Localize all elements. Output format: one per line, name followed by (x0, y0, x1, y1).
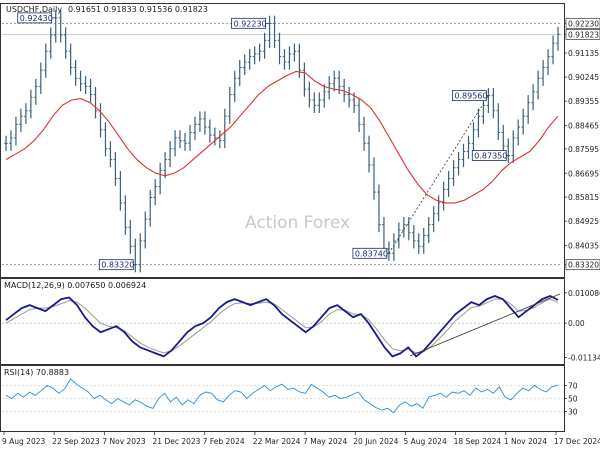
price-tick-label: 0.86695 (568, 169, 599, 178)
price-tick-label: 0.89355 (568, 97, 599, 106)
rsi-tick-label: 50 (568, 395, 578, 404)
annotation-label: 0.87350 (474, 152, 507, 161)
watermark: Action Forex (245, 213, 350, 233)
x-tick-label: 17 Dec 2024 (554, 437, 600, 446)
x-tick-label: 1 Nov 2024 (504, 437, 547, 446)
price-tick-highlight (565, 17, 600, 29)
price-tick-label: 0.91823 (568, 30, 599, 39)
price-tick-label: 0.85815 (568, 193, 599, 202)
annotation-label: 0.89560 (454, 92, 487, 101)
macd-tick-label: -0.011342 (568, 353, 600, 362)
rsi-series: 70 50 30 (2, 378, 578, 417)
price-tick-highlight (565, 259, 600, 271)
macd-tick-label: 0.010086 (568, 289, 600, 298)
rsi-tick-label: 70 (568, 382, 578, 391)
x-tick-label: 18 Sep 2024 (454, 437, 502, 446)
price-tick-label: 0.92230 (568, 19, 599, 28)
x-axis: 9 Aug 2023 22 Sep 2023 7 Nov 2023 21 Dec 20… (2, 432, 600, 446)
x-tick-label: 7 Nov 2023 (102, 437, 145, 446)
annotation-label: 0.83740 (355, 249, 388, 258)
price-panel-frame (0, 3, 565, 278)
x-tick-label: 21 Dec 2023 (153, 437, 201, 446)
annotation-label: 0.92430 (20, 14, 53, 23)
price-tick-label: 0.88465 (568, 121, 599, 130)
price-header-symbol: USDCHF,Daily (6, 5, 62, 14)
trend-line-dotted (388, 95, 489, 254)
price-series: 0.92430 0.92230 0.83320 0.83740 0.89560 0.873… (2, 10, 562, 273)
macd-tick-label: 0.00 (568, 319, 585, 328)
macd-line (5, 295, 559, 358)
price-tick-label: 0.91135 (568, 49, 599, 58)
rsi-tick-label: 30 (568, 408, 578, 417)
x-tick-label: 22 Sep 2023 (52, 437, 100, 446)
price-header-ohlc: 0.91651 0.91833 0.91536 0.91823 (68, 5, 208, 14)
annotation-label: 0.83320 (101, 261, 134, 270)
price-tick-label: 0.87595 (568, 145, 599, 154)
x-tick-label: 22 Mar 2024 (253, 437, 301, 446)
macd-series: 0.010086 0.00 -0.011342 (2, 289, 600, 362)
annotation-label: 0.92230 (234, 19, 267, 28)
moving-average-line (5, 70, 559, 204)
price-tick-highlight (565, 28, 600, 40)
price-axis: 0.92230 0.91823 0.91135 0.90245 0.89355 0.884… (564, 17, 600, 271)
rsi-label: RSI(14) 70.8883 (4, 368, 69, 377)
macd-signal-line (5, 298, 559, 354)
price-tick-label: 0.90245 (568, 73, 599, 82)
price-tick-label: 0.83320 (568, 261, 599, 270)
x-tick-label: 5 Aug 2024 (403, 437, 446, 446)
macd-panel-frame (0, 278, 565, 365)
x-tick-label: 9 Aug 2023 (2, 437, 45, 446)
rsi-line (5, 378, 559, 414)
price-tick-label: 0.84925 (568, 217, 599, 226)
x-tick-label: 7 May 2024 (303, 437, 347, 446)
x-tick-label: 7 Feb 2024 (203, 437, 245, 446)
macd-trend-line (409, 293, 561, 357)
price-tick-label: 0.84035 (568, 241, 599, 250)
macd-label: MACD(12,26,9) 0.007650 0.006924 (4, 281, 146, 290)
x-tick-label: 20 Jun 2024 (353, 437, 398, 446)
